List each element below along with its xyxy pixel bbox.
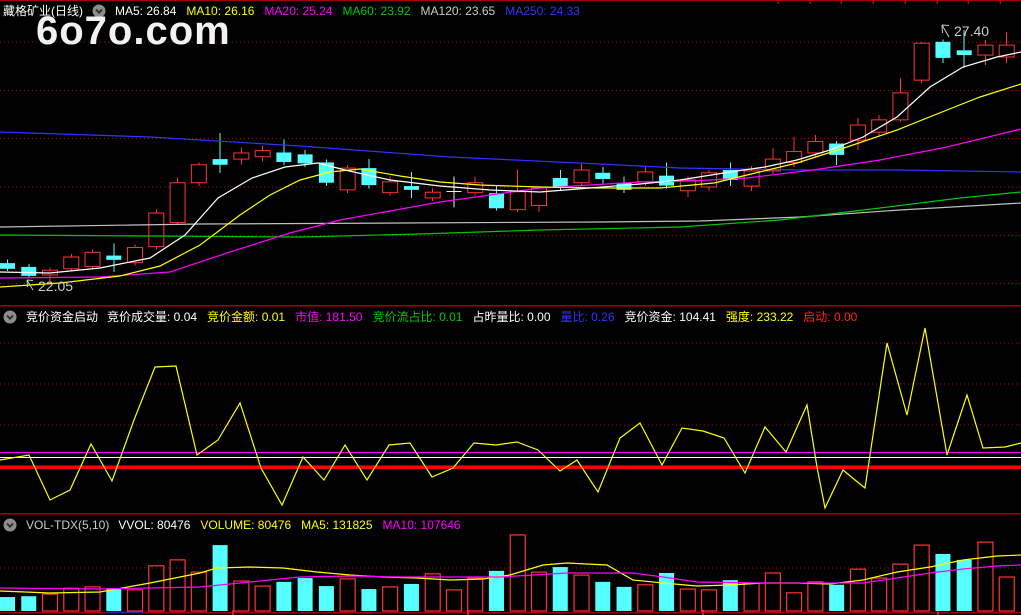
stat-ma60: MA60: 23.92 (342, 3, 411, 18)
volume-panel-stats: VVOL: 80476 VOLUME: 80476 MA5: 131825 MA10:… (118, 518, 460, 532)
stat-bid-funds: 竞价资金: 104.41 (624, 310, 716, 324)
watermark-text: 6o7o.com (36, 9, 231, 53)
volume-ma-lines (0, 554, 1021, 594)
candlestick-series[interactable] (0, 30, 1015, 283)
price-annotations: 27.40 22.05 (26, 23, 989, 294)
volume-panel-title: VOL-TDX(5,10) (26, 517, 110, 532)
low-price-label: 22.05 (38, 278, 73, 294)
volume-panel-header: VOL-TDX(5,10) VVOL: 80476 VOLUME: 80476 MA… (3, 516, 461, 533)
stat-ma5: MA5: 26.84 (115, 3, 177, 18)
stat-vvol: VVOL: 80476 (118, 517, 191, 532)
stat-bid-amount: 竞价金额: 0.01 (207, 310, 286, 324)
stat-ma10: MA10: 26.16 (186, 3, 255, 18)
bid-panel-header: 竞价资金启动 竞价成交量: 0.04 竞价金额: 0.01 市值: 181.50 竞价… (3, 308, 857, 325)
volume-bars[interactable] (0, 534, 1015, 612)
bid-panel-stats: 竞价成交量: 0.04 竞价金额: 0.01 市值: 181.50 竞价流占比: 0.… (107, 308, 857, 325)
main-chart-header: 藏格矿业(日线) MA5: 26.84 MA10: 26.16 MA20: 25.2… (3, 2, 580, 19)
stat-volume: VOLUME: 80476 (200, 517, 292, 532)
chevron-down-icon[interactable] (92, 4, 106, 18)
stat-bid-volume: 竞价成交量: 0.04 (107, 310, 198, 324)
stat-market-cap: 市值: 181.50 (295, 310, 363, 324)
high-price-label: 27.40 (954, 23, 989, 39)
stat-prev-vol-ratio: 占昨量比: 0.00 (472, 310, 551, 324)
bid-indicator-panel[interactable] (0, 327, 1021, 510)
moving-average-lines (0, 51, 1021, 288)
stat-ma10: MA10: 107646 (382, 517, 461, 532)
bid-panel-title: 竞价资金启动 (26, 310, 99, 324)
stat-ma5: MA5: 131825 (301, 517, 373, 532)
stat-bid-flow-ratio: 竞价流占比: 0.01 (372, 310, 463, 324)
chevron-down-icon[interactable] (3, 518, 17, 532)
stat-strength: 强度: 233.22 (725, 310, 794, 324)
chevron-down-icon[interactable] (3, 310, 17, 324)
stat-launch: 启动: 0.00 (803, 310, 858, 324)
stat-ma250: MA250: 24.33 (505, 3, 580, 18)
ma-legend: MA5: 26.84 MA10: 26.16 MA20: 25.24 MA60: 23… (115, 4, 580, 18)
stat-ma120: MA120: 23.65 (420, 3, 496, 18)
stock-title: 藏格矿业(日线) (3, 4, 83, 18)
stat-ma20: MA20: 25.24 (264, 3, 333, 18)
stat-volume-ratio: 量比: 0.26 (560, 310, 615, 324)
